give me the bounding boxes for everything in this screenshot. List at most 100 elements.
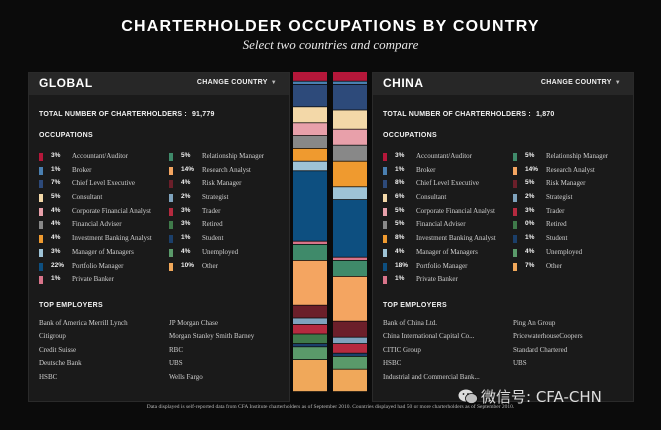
bar-segment-accountant-auditor[interactable]: [293, 72, 327, 81]
bar-segment-risk-manager[interactable]: [293, 305, 327, 318]
occupation-item: 4% Unemployed: [169, 247, 287, 261]
occupation-item: 4% Financial Adviser: [39, 219, 157, 233]
bar-segment-financial-adviser[interactable]: [333, 145, 367, 161]
bar-segment-broker[interactable]: [293, 81, 327, 84]
occupation-percent: 1%: [181, 234, 191, 242]
bar-segment-retired[interactable]: [293, 334, 327, 344]
bar-segment-financial-adviser[interactable]: [293, 136, 327, 148]
bar-segment-portfolio-manager[interactable]: [333, 200, 367, 257]
occupation-percent: 10%: [181, 261, 195, 269]
bar-segment-research-analyst[interactable]: [293, 260, 327, 305]
employer-list: Ping An Group PricewaterhouseCoopers Stand…: [513, 319, 635, 386]
bar-segment-consultant[interactable]: [293, 107, 327, 123]
bar-segment-strategist[interactable]: [333, 337, 367, 344]
occupation-label: Other: [202, 261, 218, 270]
panel-header: GLOBAL CHANGE COUNTRY ▼: [29, 73, 289, 95]
bar-segment-strategist[interactable]: [293, 318, 327, 324]
bar-segment-relationship-manager[interactable]: [293, 244, 327, 260]
country-name: CHINA: [383, 76, 424, 90]
employer-list: JP Morgan Chase Morgan Stanley Smith Barn…: [169, 319, 291, 386]
occupation-item: 3% Accountant/Auditor: [383, 151, 501, 165]
bar-segment-accountant-auditor[interactable]: [333, 72, 367, 81]
employer-item: Bank of China Ltd.: [383, 319, 438, 327]
occupation-swatch: [513, 262, 517, 271]
bar-segment-chief-level-executive[interactable]: [333, 84, 367, 110]
bar-segment-other[interactable]: [333, 369, 367, 392]
employer-item: China International Capital Co...: [383, 332, 475, 341]
occupation-item: 7% Chief Level Executive: [39, 178, 157, 192]
occupation-swatch: [39, 221, 43, 230]
country-panel-china: CHINA CHANGE COUNTRY ▼ TOTAL NUMBER OF CH…: [372, 72, 634, 402]
bar-segment-investment-banking-analyst[interactable]: [333, 161, 367, 187]
occupation-swatch: [383, 166, 387, 175]
occupation-item: 14% Research Analyst: [513, 165, 631, 179]
occupation-percent: 5%: [181, 152, 191, 159]
bar-segment-private-banker[interactable]: [333, 257, 367, 260]
stacked-bar-global: [293, 72, 327, 392]
bar-segment-manager-of-managers[interactable]: [293, 161, 327, 171]
bar-segment-broker[interactable]: [333, 81, 367, 84]
bar-segment-consultant[interactable]: [333, 110, 367, 129]
bar-segment-corporate-financial-analyst[interactable]: [333, 129, 367, 145]
change-country-button[interactable]: CHANGE COUNTRY ▼: [541, 79, 621, 86]
occupation-swatch: [169, 248, 173, 257]
occupation-item: 10% Other: [169, 261, 287, 275]
occupation-swatch: [39, 207, 43, 216]
occupation-list: 5% Relationship Manager 14% Research Analys…: [513, 151, 631, 274]
occupation-percent: 22%: [51, 261, 65, 269]
occupation-percent: 4%: [395, 247, 405, 255]
occupation-percent: 8%: [395, 234, 405, 242]
occupation-swatch: [383, 276, 387, 285]
occupation-label: Other: [546, 261, 562, 270]
bar-segment-research-analyst[interactable]: [333, 276, 367, 321]
occupation-label: Accountant/Auditor: [72, 152, 128, 160]
occupation-label: Relationship Manager: [546, 152, 609, 160]
bar-segment-student[interactable]: [293, 344, 327, 347]
occupation-item: 1% Private Banker: [39, 274, 157, 288]
bar-segment-trader[interactable]: [333, 344, 367, 353]
bar-segment-risk-manager[interactable]: [333, 321, 367, 337]
occupation-item: 1% Student: [169, 233, 287, 247]
occupation-item: 5% Financial Adviser: [383, 219, 501, 233]
bar-segment-corporate-financial-analyst[interactable]: [293, 123, 327, 136]
occupation-label: Consultant: [416, 193, 447, 202]
occupation-item: 14% Research Analyst: [169, 165, 287, 179]
occupation-percent: 3%: [51, 247, 61, 255]
total-label: TOTAL NUMBER OF CHARTERHOLDERS :: [383, 111, 531, 118]
occupation-item: 3% Trader: [169, 206, 287, 220]
occupation-swatch: [383, 221, 387, 230]
bar-segment-student[interactable]: [333, 353, 367, 356]
bar-segment-other[interactable]: [293, 360, 327, 392]
bar-segment-chief-level-executive[interactable]: [293, 84, 327, 107]
bar-segment-private-banker[interactable]: [293, 241, 327, 244]
bar-segment-unemployed[interactable]: [333, 356, 367, 369]
change-country-label: CHANGE COUNTRY: [196, 79, 268, 86]
bar-segment-investment-banking-analyst[interactable]: [293, 148, 327, 161]
occupation-label: Trader: [546, 206, 565, 215]
employer-item: Morgan Stanley Smith Barney: [169, 332, 255, 341]
occupation-swatch: [169, 221, 173, 230]
total-value: 91,779: [191, 111, 215, 118]
occupation-label: Student: [202, 234, 224, 243]
change-country-button[interactable]: CHANGE COUNTRY ▼: [197, 79, 277, 86]
occupation-label: Accountant/Auditor: [416, 152, 472, 160]
employers-heading: TOP EMPLOYERS: [383, 302, 447, 309]
bar-segment-trader[interactable]: [293, 324, 327, 334]
bar-segment-manager-of-managers[interactable]: [333, 187, 367, 200]
bar-segment-unemployed[interactable]: [293, 347, 327, 360]
occupation-label: Private Banker: [72, 275, 114, 284]
occupation-swatch: [513, 221, 517, 230]
bar-segment-portfolio-manager[interactable]: [293, 171, 327, 241]
occupation-list: 3% Accountant/Auditor 1% Broker 8% Chief Leve…: [383, 151, 501, 288]
occupation-item: 1% Private Banker: [383, 274, 501, 288]
occupation-percent: 2%: [181, 193, 191, 201]
employers-heading: TOP EMPLOYERS: [39, 302, 103, 309]
occupation-swatch: [513, 248, 517, 257]
occupation-percent: 3%: [181, 220, 191, 228]
bar-segment-relationship-manager[interactable]: [333, 260, 367, 276]
occupation-item: 4% Risk Manager: [169, 178, 287, 192]
occupation-swatch: [513, 235, 517, 244]
occupation-percent: 5%: [525, 179, 535, 187]
occupation-item: 2% Strategist: [513, 192, 631, 206]
employer-item: Deutsche Bank: [39, 359, 82, 368]
